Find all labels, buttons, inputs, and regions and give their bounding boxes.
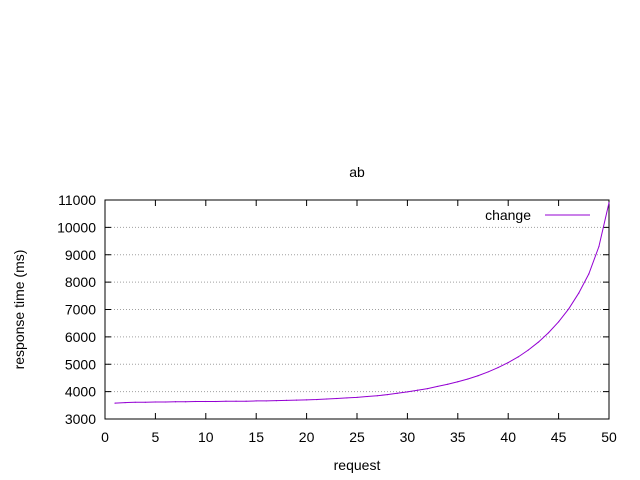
data-point [497, 366, 499, 369]
y-tick-label: 5000 [65, 356, 96, 372]
data-point [205, 400, 207, 403]
y-tick-label: 3000 [65, 411, 96, 427]
x-tick-label: 20 [299, 429, 315, 445]
data-point [346, 397, 348, 399]
data-point [517, 356, 519, 358]
data-point [134, 401, 136, 403]
data-point [356, 396, 358, 398]
data-point [487, 371, 489, 373]
data-point [336, 397, 338, 400]
data-point [124, 401, 126, 404]
data-point [316, 398, 318, 401]
data-point [326, 398, 328, 400]
data-point [547, 332, 550, 334]
y-tick-label: 9000 [65, 247, 96, 263]
data-point [154, 401, 156, 403]
data-point [406, 391, 408, 393]
data-point [527, 349, 529, 351]
x-tick-label: 25 [349, 429, 365, 445]
y-tick-label: 10000 [57, 219, 96, 235]
series-line-0 [115, 202, 610, 404]
data-point [275, 400, 277, 402]
y-tick-label: 4000 [65, 384, 96, 400]
x-tick-label: 45 [551, 429, 567, 445]
y-axis-label: response time (ms) [11, 250, 27, 370]
data-point [215, 400, 217, 403]
data-point [386, 394, 388, 396]
y-tick-label: 6000 [65, 329, 96, 345]
data-point [578, 292, 580, 294]
data-point [608, 202, 610, 204]
data-point [376, 395, 378, 397]
x-tick-label: 5 [152, 429, 160, 445]
data-point [598, 245, 600, 248]
legend: change [485, 207, 590, 223]
data-point [164, 401, 167, 403]
data-point [568, 308, 570, 310]
x-tick-label: 10 [198, 429, 214, 445]
data-point [265, 400, 267, 402]
data-point [225, 400, 227, 402]
grid-lines [105, 226, 609, 393]
data-point [537, 341, 540, 343]
data-point [295, 399, 298, 401]
chart-title: ab [349, 164, 365, 180]
data-point [426, 388, 429, 390]
data-point [467, 378, 469, 380]
data-point [174, 401, 177, 403]
x-tick-label: 15 [248, 429, 264, 445]
data-point [144, 401, 146, 403]
data-point [185, 401, 187, 403]
y-tick-label: 11000 [58, 192, 96, 208]
data-point [285, 399, 288, 401]
y-tick-label: 8000 [65, 274, 96, 290]
legend-label: change [485, 207, 531, 223]
data-point [255, 400, 257, 402]
data-point [447, 383, 449, 385]
data-point [416, 389, 419, 391]
y-tick-label: 7000 [65, 302, 96, 318]
x-tick-label: 30 [400, 429, 416, 445]
series-layer [114, 202, 610, 404]
data-point [558, 321, 560, 323]
data-point [437, 385, 439, 388]
x-tick-label: 50 [601, 429, 617, 445]
data-point [114, 402, 116, 404]
data-point [306, 399, 308, 401]
x-tick-label: 40 [500, 429, 516, 445]
axis-ticks: 3000 4000 5000 6000 7000 8000 9000 10000 11000 0 5… [57, 192, 617, 445]
x-tick-label: 0 [101, 429, 109, 445]
data-point [366, 395, 368, 398]
data-point [477, 375, 479, 377]
x-axis-label: request [334, 457, 381, 473]
data-point [457, 381, 459, 383]
data-point [396, 392, 398, 394]
data-point [195, 400, 197, 403]
data-point [235, 400, 237, 402]
data-point [588, 273, 590, 275]
data-point [507, 362, 509, 364]
x-tick-label: 35 [450, 429, 466, 445]
data-point [245, 400, 247, 402]
